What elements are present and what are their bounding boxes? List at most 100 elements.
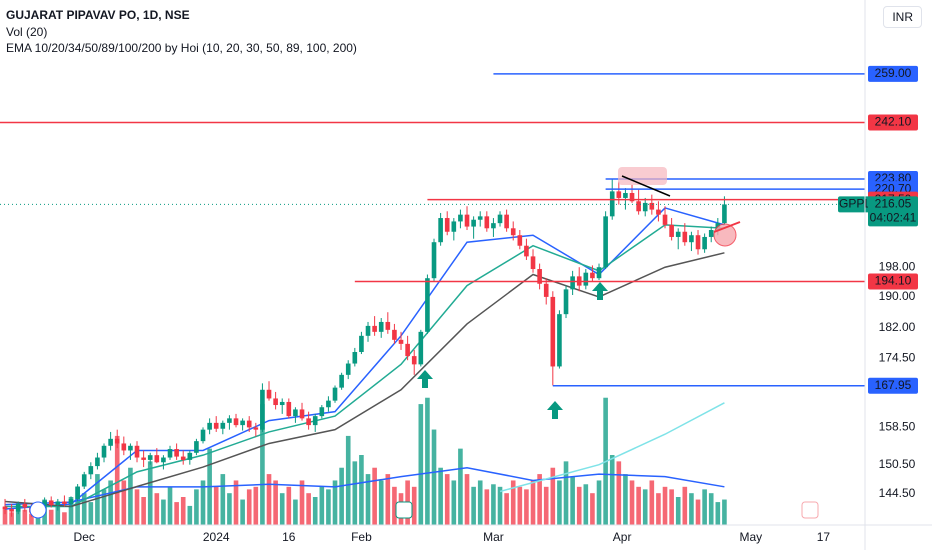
volume-bar bbox=[550, 467, 556, 525]
volume-bar bbox=[596, 480, 602, 525]
volume-bar bbox=[537, 474, 542, 525]
volume-bar bbox=[326, 489, 331, 525]
volume-bar bbox=[167, 486, 173, 525]
volume-bar bbox=[517, 486, 523, 525]
volume-bar bbox=[504, 493, 509, 525]
symbol-title: GUJARAT PIPAVAV PO, 1D, NSE bbox=[6, 8, 190, 22]
volume-bar bbox=[352, 461, 358, 525]
candle-body bbox=[530, 256, 536, 270]
y-tick-label: 144.50 bbox=[879, 486, 916, 500]
price-label: 194.10 bbox=[875, 274, 912, 288]
volume-bar bbox=[114, 435, 120, 525]
candle-body bbox=[128, 445, 133, 451]
candle-body bbox=[411, 356, 417, 365]
volume-bar bbox=[609, 455, 615, 525]
candle-body bbox=[557, 314, 562, 367]
volume-bar bbox=[695, 499, 701, 525]
volume-bar bbox=[55, 505, 61, 525]
volume-bar bbox=[306, 493, 311, 525]
candle-body bbox=[260, 389, 265, 430]
candle-body bbox=[649, 202, 655, 210]
volume-bar bbox=[68, 497, 74, 525]
y-tick-label: 182.00 bbox=[879, 320, 916, 334]
price-label-box bbox=[868, 377, 918, 394]
volume-bar bbox=[9, 512, 14, 525]
up-arrow bbox=[547, 401, 563, 419]
volume-bar bbox=[451, 480, 457, 525]
price-label-box bbox=[868, 65, 918, 82]
candle-body bbox=[695, 235, 701, 250]
candle-body bbox=[596, 267, 602, 279]
candle-body bbox=[438, 218, 443, 243]
candle-body bbox=[689, 235, 694, 243]
volume-bar bbox=[708, 493, 714, 525]
candle-body bbox=[702, 236, 707, 250]
volume-bar bbox=[682, 486, 688, 525]
candle-body bbox=[616, 191, 622, 198]
candle-body bbox=[187, 452, 193, 460]
volume-bar bbox=[662, 486, 668, 525]
volume-bar bbox=[194, 489, 199, 525]
candle-body bbox=[339, 374, 344, 388]
volume-bar bbox=[722, 499, 727, 525]
ema-line bbox=[5, 224, 725, 508]
x-tick-label: Mar bbox=[483, 530, 504, 544]
y-tick-label: 190.00 bbox=[879, 289, 916, 303]
candle-body bbox=[88, 466, 94, 475]
x-tick-label: Feb bbox=[351, 530, 372, 544]
volume-bar bbox=[141, 497, 146, 525]
candle-body bbox=[372, 325, 377, 332]
volume-bar bbox=[491, 484, 496, 525]
volume-bar bbox=[48, 509, 54, 525]
highlight-box bbox=[618, 167, 667, 185]
candle-body bbox=[722, 204, 727, 224]
volume-bar bbox=[656, 493, 661, 525]
volume-bar bbox=[378, 480, 384, 525]
candle-body bbox=[451, 221, 457, 232]
candle-body bbox=[299, 409, 305, 419]
candle-body bbox=[484, 216, 490, 229]
indicator-legend: EMA 10/20/34/50/89/100/200 by Hoi (10, 2… bbox=[6, 41, 357, 55]
candle-body bbox=[398, 339, 404, 344]
candle-body bbox=[656, 209, 661, 215]
candle-body bbox=[543, 283, 549, 297]
volume-bar bbox=[299, 480, 305, 525]
volume-bar bbox=[411, 486, 417, 525]
candle-body bbox=[154, 455, 160, 463]
last-price-label: 216.05 bbox=[875, 197, 912, 211]
volume-bar bbox=[95, 474, 100, 525]
candle-body bbox=[603, 216, 608, 268]
candle-body bbox=[48, 500, 54, 505]
candle-body bbox=[458, 214, 463, 222]
candle-body bbox=[286, 401, 292, 417]
candle-body bbox=[352, 351, 358, 364]
volume-bar bbox=[332, 480, 338, 525]
price-label-box bbox=[868, 114, 918, 131]
volume-bar bbox=[616, 461, 622, 525]
candle-body bbox=[550, 296, 556, 367]
candle-body bbox=[629, 193, 635, 202]
candle-body bbox=[332, 387, 338, 401]
volume-bar bbox=[392, 486, 397, 525]
volume-bar bbox=[213, 486, 219, 525]
candle-body bbox=[253, 427, 259, 430]
volume-bar bbox=[253, 486, 259, 525]
candle-body bbox=[563, 289, 569, 315]
y-tick-label: 150.50 bbox=[879, 457, 916, 471]
candle-body bbox=[220, 422, 226, 429]
candle-body bbox=[326, 400, 331, 408]
currency-button[interactable]: INR bbox=[883, 6, 922, 28]
volume-bar bbox=[438, 467, 443, 525]
candle-body bbox=[200, 429, 206, 442]
x-tick-label: 16 bbox=[282, 530, 296, 544]
candle-body bbox=[471, 219, 476, 227]
price-label: 259.00 bbox=[875, 66, 912, 80]
volume-bar bbox=[260, 404, 265, 525]
candle-body bbox=[114, 438, 120, 444]
candle-body bbox=[524, 245, 529, 257]
volume-bar bbox=[339, 467, 344, 525]
candle-body bbox=[62, 501, 67, 504]
lines-layer bbox=[4, 207, 725, 510]
y-tick-label: 158.50 bbox=[879, 420, 916, 434]
